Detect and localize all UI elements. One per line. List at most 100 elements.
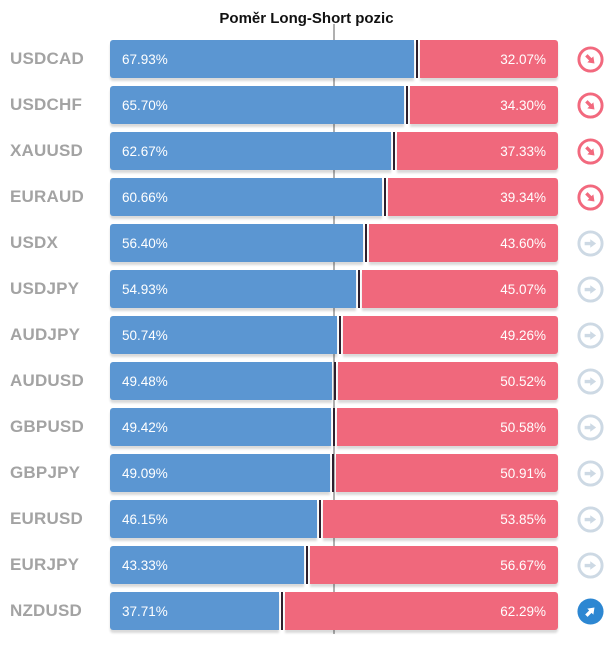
short-bar-segment: 50.52%	[337, 362, 558, 400]
price-marker-divider	[358, 270, 361, 308]
short-percent-label: 32.07%	[500, 51, 546, 67]
long-percent-label: 67.93%	[122, 51, 168, 67]
ratio-row: EURUSD 46.15% 53.85%	[0, 500, 613, 538]
long-bar-segment: 49.09%	[110, 454, 330, 492]
pair-label: USDJPY	[10, 279, 80, 298]
short-percent-label: 39.34%	[500, 189, 546, 205]
pair-label: EURJPY	[10, 555, 80, 574]
short-bar-segment: 53.85%	[322, 500, 558, 538]
pair-label: USDCAD	[10, 49, 84, 68]
ratio-bar: 49.09% 50.91%	[110, 454, 558, 492]
short-bar-segment: 37.33%	[396, 132, 558, 170]
trend-signal-button[interactable]	[577, 459, 604, 487]
short-bar-segment: 50.58%	[337, 408, 558, 446]
long-bar-segment: 54.93%	[110, 270, 357, 308]
pair-label: USDCHF	[10, 95, 83, 114]
short-percent-label: 56.67%	[500, 557, 546, 573]
trend-neutral-icon	[577, 321, 604, 349]
pair-label: GBPJPY	[10, 463, 81, 482]
pair-label: USDX	[10, 233, 59, 252]
trend-signal-button[interactable]	[577, 45, 604, 73]
long-percent-label: 49.48%	[122, 373, 168, 389]
pair-label: NZDUSD	[10, 601, 83, 620]
price-marker-divider	[333, 362, 336, 400]
ratio-row: USDX 56.40% 43.60%	[0, 224, 613, 262]
long-percent-label: 62.67%	[122, 143, 168, 159]
trend-signal-button[interactable]	[577, 597, 604, 625]
ratio-bar: 46.15% 53.85%	[110, 500, 558, 538]
short-percent-label: 43.60%	[500, 235, 546, 251]
short-bar-segment: 49.26%	[343, 316, 558, 354]
trend-signal-button[interactable]	[577, 321, 604, 349]
trend-neutral-icon	[577, 367, 604, 395]
trend-neutral-icon	[577, 275, 604, 303]
trend-neutral-icon	[577, 505, 604, 533]
short-bar-segment: 50.91%	[335, 454, 558, 492]
short-bar-segment: 45.07%	[362, 270, 558, 308]
long-percent-label: 46.15%	[122, 511, 168, 527]
short-percent-label: 53.85%	[500, 511, 546, 527]
short-bar-segment: 56.67%	[310, 546, 558, 584]
trend-signal-button[interactable]	[577, 413, 604, 441]
short-percent-label: 50.58%	[500, 419, 546, 435]
short-percent-label: 37.33%	[500, 143, 546, 159]
ratio-rows-list: USDCAD 67.93% 32.07% U	[0, 40, 613, 630]
price-marker-divider	[318, 500, 321, 538]
ratio-row: AUDJPY 50.74% 49.26%	[0, 316, 613, 354]
long-bar-segment: 60.66%	[110, 178, 382, 216]
ratio-row: GBPJPY 49.09% 50.91%	[0, 454, 613, 492]
trend-signal-button[interactable]	[577, 229, 604, 257]
price-marker-divider	[306, 546, 309, 584]
price-marker-divider	[339, 316, 342, 354]
price-marker-divider	[416, 40, 419, 78]
short-bar-segment: 43.60%	[368, 224, 558, 262]
ratio-bar: 43.33% 56.67%	[110, 546, 558, 584]
pair-label: EURAUD	[10, 187, 84, 206]
ratio-bar: 65.70% 34.30%	[110, 86, 558, 124]
price-marker-divider	[364, 224, 367, 262]
long-bar-segment: 56.40%	[110, 224, 363, 262]
long-bar-segment: 37.71%	[110, 592, 279, 630]
ratio-bar: 49.48% 50.52%	[110, 362, 558, 400]
long-percent-label: 50.74%	[122, 327, 168, 343]
trend-signal-button[interactable]	[577, 91, 604, 119]
long-percent-label: 43.33%	[122, 557, 168, 573]
trend-signal-button[interactable]	[577, 137, 604, 165]
trend-signal-button[interactable]	[577, 551, 604, 579]
short-bar-segment: 39.34%	[387, 178, 558, 216]
price-marker-divider	[383, 178, 386, 216]
long-bar-segment: 49.48%	[110, 362, 332, 400]
pair-label: AUDUSD	[10, 371, 84, 390]
trend-signal-button[interactable]	[577, 367, 604, 395]
ratio-row: EURAUD 60.66% 39.34%	[0, 178, 613, 216]
long-percent-label: 54.93%	[122, 281, 168, 297]
long-bar-segment: 49.42%	[110, 408, 332, 446]
short-percent-label: 50.91%	[500, 465, 546, 481]
chart-title: Poměr Long-Short pozic	[219, 10, 394, 27]
ratio-row: NZDUSD 37.71% 62.29%	[0, 592, 613, 630]
long-bar-segment: 62.67%	[110, 132, 391, 170]
price-marker-divider	[280, 592, 283, 630]
short-percent-label: 50.52%	[500, 373, 546, 389]
trend-neutral-icon	[577, 551, 604, 579]
long-bar-segment: 67.93%	[110, 40, 415, 78]
long-percent-label: 37.71%	[122, 603, 168, 619]
pair-label: EURUSD	[10, 509, 83, 528]
long-percent-label: 49.09%	[122, 465, 168, 481]
trend-down-icon	[577, 183, 604, 211]
ratio-bar: 56.40% 43.60%	[110, 224, 558, 262]
trend-signal-button[interactable]	[577, 183, 604, 211]
ratio-bar: 54.93% 45.07%	[110, 270, 558, 308]
trend-signal-button[interactable]	[577, 505, 604, 533]
trend-signal-button[interactable]	[577, 275, 604, 303]
long-percent-label: 56.40%	[122, 235, 168, 251]
ratio-bar: 37.71% 62.29%	[110, 592, 558, 630]
ratio-row: USDJPY 54.93% 45.07%	[0, 270, 613, 308]
ratio-bar: 49.42% 50.58%	[110, 408, 558, 446]
short-bar-segment: 32.07%	[420, 40, 558, 78]
price-marker-divider	[333, 408, 336, 446]
ratio-row: EURJPY 43.33% 56.67%	[0, 546, 613, 584]
long-percent-label: 60.66%	[122, 189, 168, 205]
ratio-row: XAUUSD 62.67% 37.33%	[0, 132, 613, 170]
ratio-bar: 62.67% 37.33%	[110, 132, 558, 170]
